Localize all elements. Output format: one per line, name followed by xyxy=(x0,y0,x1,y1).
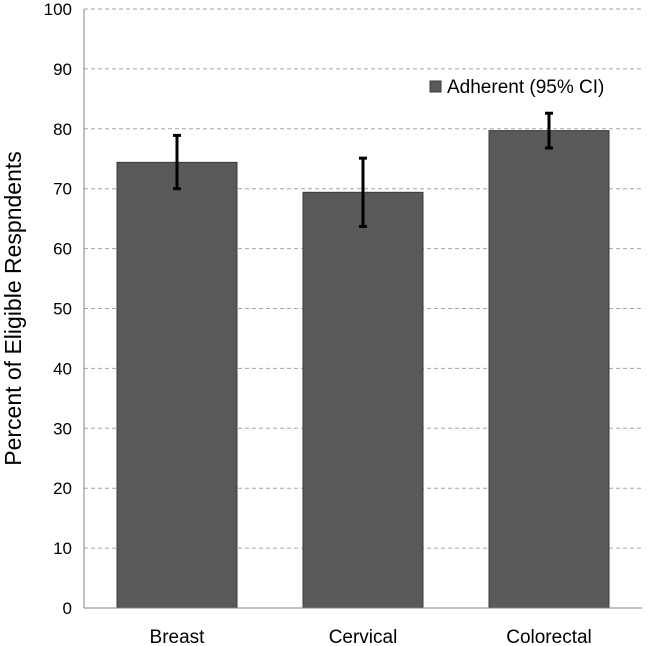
y-axis-title: Percent of Eligible Respndents xyxy=(0,151,26,466)
legend-label: Adherent (95% CI) xyxy=(447,77,604,98)
legend: Adherent (95% CI) xyxy=(429,77,604,98)
y-tick-label: 20 xyxy=(53,479,72,498)
legend-swatch xyxy=(429,80,442,93)
y-tick-label: 70 xyxy=(53,180,72,199)
y-tick-label: 80 xyxy=(53,120,72,139)
x-tick-label: Colorectal xyxy=(506,627,592,646)
y-tick-label: 40 xyxy=(53,359,72,378)
bars xyxy=(116,130,610,609)
bar xyxy=(116,161,238,609)
y-tick-labels: 0 10 20 30 40 50 60 70 80 90 100 xyxy=(44,0,72,618)
bar xyxy=(488,130,610,609)
x-tick-label: Breast xyxy=(150,627,206,646)
x-tick-labels: Breast Cervical Colorectal xyxy=(150,627,592,646)
y-tick-label: 90 xyxy=(53,60,72,79)
x-tick-label: Cervical xyxy=(329,627,398,646)
y-tick-label: 10 xyxy=(53,539,72,558)
error-bars xyxy=(173,111,553,228)
y-tick-label: 100 xyxy=(44,0,72,19)
y-tick-label: 30 xyxy=(53,419,72,438)
y-tick-label: 60 xyxy=(53,240,72,259)
axes xyxy=(83,9,642,609)
bar xyxy=(302,191,424,609)
y-tick-label: 50 xyxy=(53,300,72,319)
y-tick-label: 0 xyxy=(63,599,72,618)
